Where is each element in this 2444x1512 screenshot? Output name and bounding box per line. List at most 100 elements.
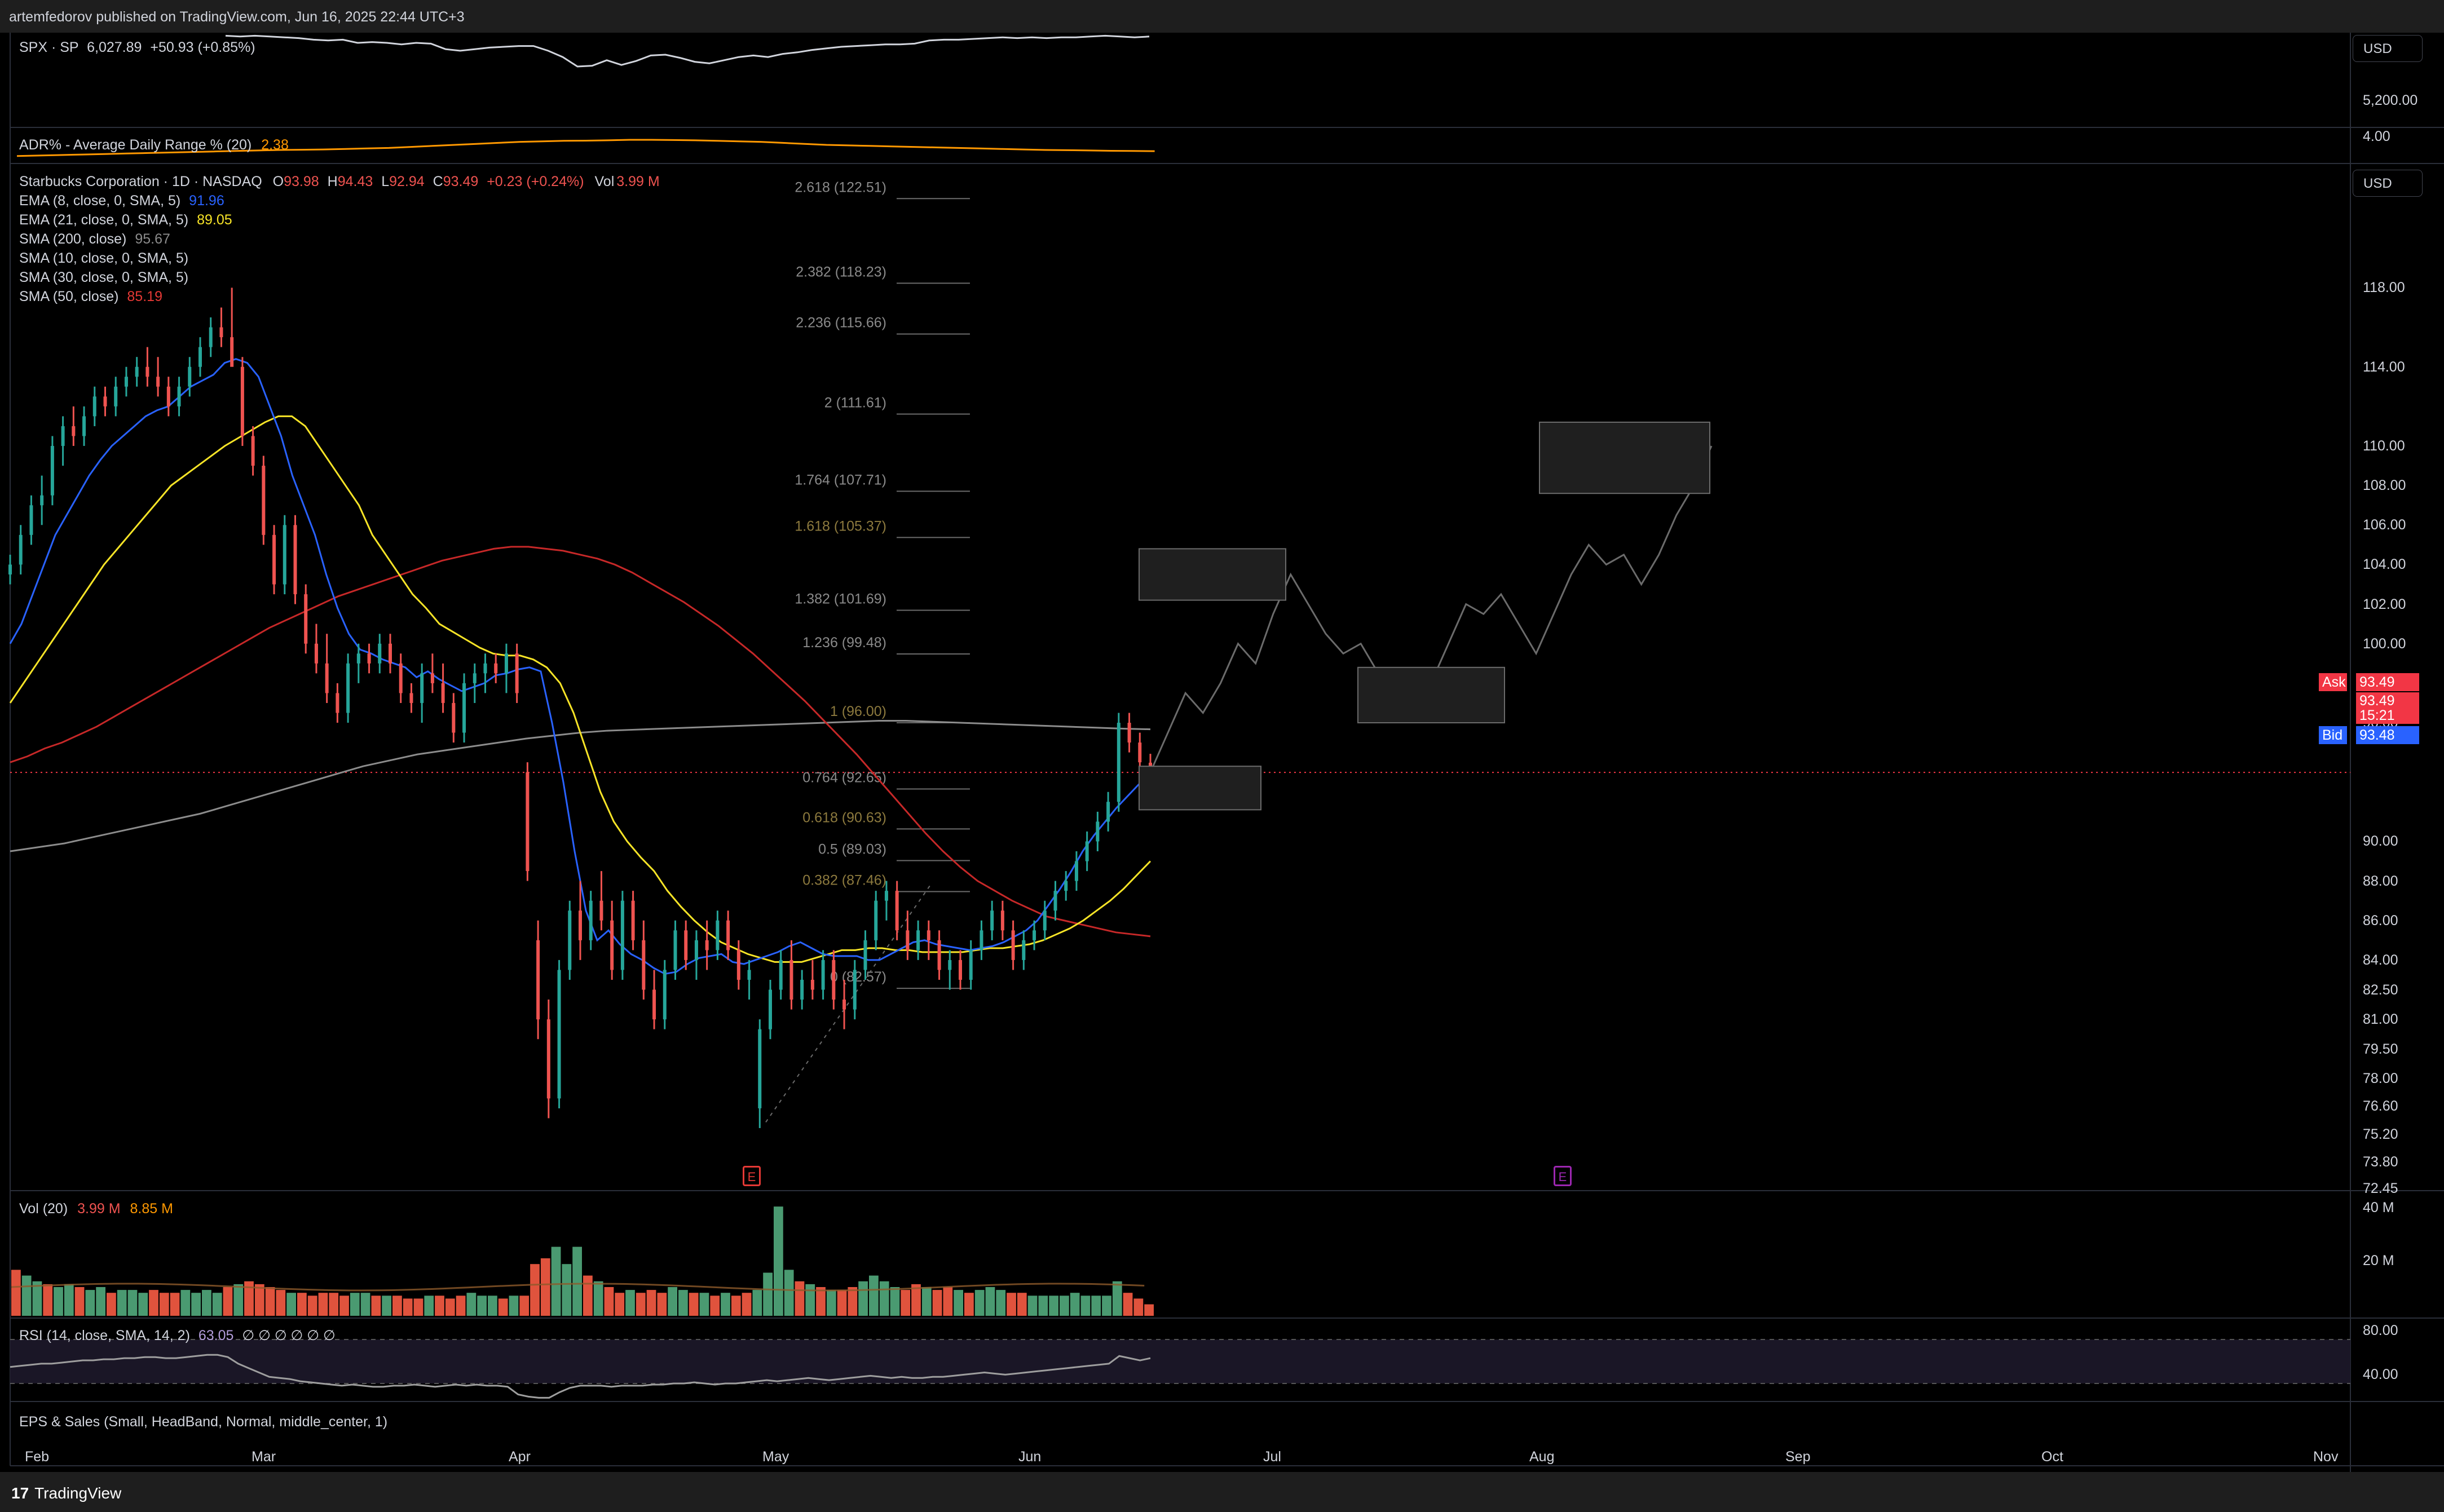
- candle-body: [895, 891, 899, 931]
- price-axis-label: 104.00: [2363, 556, 2406, 573]
- candle-body: [462, 683, 466, 733]
- volume-bar: [74, 1287, 85, 1316]
- indicator-sma200[interactable]: SMA (200, close) 95.67: [19, 231, 170, 247]
- volume-bar: [202, 1290, 211, 1316]
- candle-body: [673, 930, 677, 970]
- fib-level-label: 2.382 (118.23): [796, 264, 886, 280]
- volume-bar: [784, 1270, 794, 1316]
- candle-body: [916, 930, 920, 950]
- volume-bar: [551, 1246, 561, 1316]
- publisher-bar: artemfedorov published on TradingView.co…: [0, 0, 2444, 33]
- vol-label: Vol: [594, 174, 615, 189]
- candle-body: [251, 436, 255, 466]
- candle-body: [990, 910, 994, 931]
- candle-body: [177, 386, 181, 406]
- candle-body: [103, 396, 107, 406]
- indicator-value: 91.96: [189, 193, 224, 209]
- fib-level-label: 0 (82.57): [830, 969, 886, 985]
- ohlc-low: 92.94: [389, 174, 425, 189]
- candle-body: [599, 900, 603, 921]
- volume-bar: [244, 1281, 254, 1316]
- eps-legend: EPS & Sales (Small, HeadBand, Normal, mi…: [19, 1414, 388, 1430]
- indicator-sma10[interactable]: SMA (10, close, 0, SMA, 5): [19, 250, 188, 267]
- candle-body: [1138, 742, 1142, 763]
- candle-body: [736, 950, 740, 980]
- ohlc-high-label: H: [327, 174, 338, 189]
- price-axis-label: 79.50: [2363, 1041, 2398, 1057]
- indicator-ema8[interactable]: EMA (8, close, 0, SMA, 5) 91.96: [19, 193, 224, 209]
- volume-bar: [403, 1298, 413, 1316]
- candle-body: [209, 327, 213, 347]
- candle-body: [272, 534, 276, 585]
- indicator-ema21[interactable]: EMA (21, close, 0, SMA, 5) 89.05: [19, 212, 232, 228]
- volume-bar: [615, 1293, 625, 1316]
- ohlc-low-label: L: [381, 174, 390, 189]
- adr-line: [16, 139, 1155, 157]
- price-axis-label: 75.20: [2363, 1126, 2398, 1142]
- indicator-value: 89.05: [197, 212, 232, 228]
- volume-bar: [149, 1290, 158, 1316]
- price-axis-label: 114.00: [2363, 359, 2405, 375]
- candle-body: [705, 940, 709, 950]
- candle-body: [92, 396, 96, 417]
- indicator-sma30[interactable]: SMA (30, close, 0, SMA, 5): [19, 269, 188, 286]
- brand[interactable]: 17 TradingView: [11, 1484, 121, 1502]
- candle-body: [726, 920, 730, 950]
- rsi-label: RSI (14, close, SMA, 14, 2): [19, 1328, 190, 1343]
- volume-bar: [774, 1206, 783, 1316]
- volume-bar: [689, 1293, 699, 1316]
- fib-level-label: 1.382 (101.69): [795, 591, 886, 607]
- volume-bar: [879, 1281, 889, 1316]
- candle-body: [1117, 723, 1120, 802]
- time-axis-label: May: [762, 1449, 789, 1465]
- volume-bar: [1049, 1296, 1058, 1316]
- candle-body: [863, 940, 867, 970]
- spx-legend: SPX · SP 6,027.89 +50.93 (+0.85%): [19, 39, 255, 56]
- indicator-name: SMA (200, close): [19, 231, 127, 247]
- main-currency-button[interactable]: USD: [2353, 170, 2423, 197]
- price-axis-label: 90.00: [2363, 833, 2398, 850]
- volume-bar: [307, 1296, 317, 1316]
- last-price: 93.49: [2359, 693, 2395, 709]
- earnings-marker-past[interactable]: E: [743, 1166, 761, 1186]
- volume-bar: [921, 1287, 932, 1316]
- volume-bar: [233, 1284, 244, 1316]
- candle-body: [579, 910, 582, 940]
- price-axis-label: 81.00: [2363, 1011, 2398, 1028]
- candle-body: [283, 525, 286, 585]
- fib-level-label: 0.764 (92.65): [802, 770, 886, 786]
- spx-axis-label: 5,200.00: [2363, 92, 2418, 108]
- indicator-value: 85.19: [127, 289, 162, 304]
- volume-bar: [731, 1296, 741, 1316]
- candle-body: [452, 702, 456, 733]
- volume-bar: [1133, 1298, 1144, 1316]
- earnings-marker-upcoming[interactable]: E: [1554, 1166, 1572, 1186]
- candle-body: [262, 466, 266, 535]
- volume-axis-20m: 20 M: [2363, 1253, 2394, 1268]
- candle-body: [1096, 821, 1100, 842]
- candle-body: [82, 416, 86, 436]
- candle-body: [304, 594, 308, 644]
- spx-currency-button[interactable]: USD: [2353, 35, 2423, 62]
- price-axis-label: 73.80: [2363, 1153, 2398, 1170]
- candle-body: [948, 960, 952, 970]
- ask-label: Ask: [2319, 673, 2347, 691]
- symbol-title[interactable]: Starbucks Corporation · 1D · NASDAQ: [19, 174, 262, 189]
- candle-body: [409, 693, 413, 703]
- tradingview-logo-icon: 17: [11, 1484, 29, 1502]
- volume-bar: [636, 1293, 646, 1316]
- candle-body: [50, 446, 54, 496]
- candle-body: [367, 653, 371, 664]
- volume-bar: [297, 1293, 307, 1316]
- candle-body: [546, 1019, 550, 1099]
- volume-bar: [265, 1287, 275, 1316]
- candle-body: [8, 564, 12, 574]
- rsi-legend: RSI (14, close, SMA, 14, 2) 63.05 ∅ ∅ ∅ …: [19, 1327, 336, 1344]
- indicator-sma50[interactable]: SMA (50, close) 85.19: [19, 289, 162, 305]
- volume-bar: [435, 1296, 444, 1316]
- candle-body: [1064, 881, 1068, 891]
- candle-body: [642, 940, 646, 990]
- candle-body: [1022, 940, 1026, 960]
- bar-countdown: 15:21: [2359, 708, 2395, 723]
